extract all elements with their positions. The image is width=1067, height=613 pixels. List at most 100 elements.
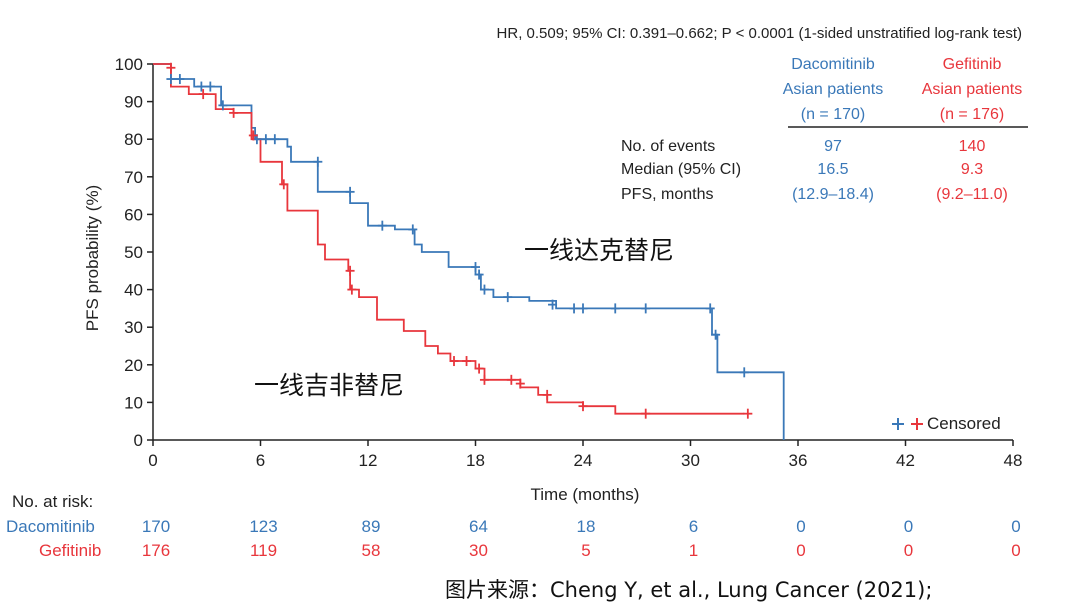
at-risk-dacomitinib-value: 0	[904, 517, 913, 536]
censor-marks	[166, 62, 753, 419]
at-risk-dacomitinib-value: 18	[577, 517, 596, 536]
at-risk-dacomitinib-value: 123	[249, 517, 277, 536]
at-risk-gefitinib-value: 5	[581, 541, 590, 560]
censor-mark-dacomitinib	[205, 81, 215, 92]
at-risk-gefitinib-value: 30	[469, 541, 488, 560]
censor-mark-gefitinib	[279, 179, 289, 190]
censor-mark-gefitinib	[641, 408, 651, 419]
censor-mark-gefitinib	[479, 374, 489, 385]
censor-mark-gefitinib	[198, 89, 208, 100]
dac-name: Dacomitinib	[791, 56, 875, 73]
gef-group: Asian patients	[922, 81, 1023, 98]
dac-n: (n = 170)	[801, 106, 865, 123]
y-tick-label: 0	[134, 431, 143, 450]
summary-table: Dacomitinib Asian patients (n = 170) Gef…	[621, 56, 1028, 203]
row-pfs-label: PFS, months	[621, 186, 713, 203]
at-risk-dacomitinib-value: 6	[689, 517, 698, 536]
hazard-ratio-text: HR, 0.509; 95% CI: 0.391–0.662; P < 0.00…	[497, 25, 1022, 42]
row-events-label: No. of events	[621, 138, 715, 155]
at-risk-gefitinib-value: 0	[904, 541, 913, 560]
censor-mark-dacomitinib	[569, 303, 579, 314]
gef-events: 140	[959, 138, 986, 155]
censor-mark-gefitinib	[166, 62, 176, 73]
y-tick-label: 60	[124, 205, 143, 224]
censor-mark-gefitinib	[542, 389, 552, 400]
gef-median: 9.3	[961, 161, 983, 178]
dac-events: 97	[824, 138, 842, 155]
at-risk-gefitinib-value: 0	[796, 541, 805, 560]
dac-median: 16.5	[817, 161, 848, 178]
censor-mark-dacomitinib	[578, 303, 588, 314]
gef-name: Gefitinib	[943, 56, 1002, 73]
censor-mark-gefitinib	[229, 107, 239, 118]
y-tick-label: 40	[124, 281, 143, 300]
censor-mark-dacomitinib	[610, 303, 620, 314]
dac-group: Asian patients	[783, 81, 884, 98]
x-axis-label: Time (months)	[531, 485, 640, 504]
at-risk-dacomitinib-value: 89	[362, 517, 381, 536]
censored-legend: Censored	[892, 414, 1001, 433]
censor-mark-dacomitinib	[345, 186, 355, 197]
x-tick-label: 18	[466, 451, 485, 470]
censor-mark-gefitinib	[347, 284, 357, 295]
censor-mark-gefitinib	[345, 265, 355, 276]
axes: 0 6 12 18 24 30 36 42 48 0 10 20 30 40 50 60 70 80 90 100	[115, 55, 1023, 470]
at-risk-gefitinib-value: 58	[362, 541, 381, 560]
curve-gefitinib	[153, 63, 745, 415]
y-tick-label: 80	[124, 130, 143, 149]
at-risk-dacomitinib-value: 0	[796, 517, 805, 536]
at-risk-gefitinib-value: 0	[1011, 541, 1020, 560]
annotation-gefitinib: 一线吉非替尼	[254, 371, 404, 400]
x-tick-label: 0	[148, 451, 157, 470]
censor-mark-dacomitinib	[479, 284, 489, 295]
censor-mark-dacomitinib	[711, 329, 721, 340]
at-risk-table: No. at risk: Dacomitinib Gefitinib 170 12…	[6, 492, 1021, 560]
x-tick-label: 6	[256, 451, 265, 470]
x-tick-label: 12	[359, 451, 378, 470]
at-risk-title: No. at risk:	[12, 492, 93, 511]
at-risk-gef-name: Gefitinib	[39, 541, 101, 560]
censor-mark-dacomitinib	[471, 262, 480, 273]
at-risk-dac-name: Dacomitinib	[6, 517, 95, 536]
censor-mark-dacomitinib	[166, 74, 176, 85]
dac-ci: (12.9–18.4)	[792, 186, 874, 203]
censor-mark-dacomitinib	[548, 299, 558, 310]
x-tick-label: 30	[681, 451, 700, 470]
gef-ci: (9.2–11.0)	[936, 186, 1008, 203]
curve-dacomitinib	[153, 63, 785, 440]
censor-mark-gefitinib	[449, 356, 459, 367]
at-risk-gefitinib-value: 176	[142, 541, 170, 560]
annotation-dacomitinib: 一线达克替尼	[524, 236, 674, 265]
censor-mark-gefitinib	[743, 408, 753, 419]
at-risk-dacomitinib-value: 0	[1011, 517, 1020, 536]
censor-mark-dacomitinib	[175, 74, 185, 85]
censor-mark-dacomitinib	[705, 303, 715, 314]
censor-mark-gefitinib	[578, 401, 588, 412]
y-tick-label: 10	[124, 393, 143, 412]
censor-mark-gefitinib	[515, 378, 525, 389]
at-risk-gefitinib-value: 119	[250, 541, 277, 560]
gef-n: (n = 176)	[940, 106, 1004, 123]
y-tick-label: 70	[124, 168, 143, 187]
censor-mark-gefitinib	[462, 356, 472, 367]
censor-mark-dacomitinib	[739, 367, 749, 378]
censor-mark-dacomitinib	[408, 224, 418, 235]
y-tick-label: 50	[124, 243, 143, 262]
y-tick-label: 20	[124, 356, 143, 375]
censor-mark-dacomitinib	[196, 81, 206, 92]
y-tick-label: 30	[124, 318, 143, 337]
censor-mark-gefitinib	[506, 374, 516, 385]
x-tick-label: 42	[896, 451, 915, 470]
censor-mark-gefitinib	[474, 363, 484, 374]
censor-mark-dacomitinib	[218, 100, 228, 111]
at-risk-gefitinib-value: 1	[689, 541, 698, 560]
y-axis-label: PFS probability (%)	[83, 185, 102, 331]
y-tick-label: 90	[124, 93, 143, 112]
censor-mark-dacomitinib	[641, 303, 651, 314]
censor-mark-gefitinib	[248, 130, 258, 141]
censor-mark-dacomitinib	[503, 292, 513, 303]
censor-mark-dacomitinib	[474, 269, 484, 280]
censor-mark-dacomitinib	[261, 134, 271, 145]
censor-mark-dacomitinib	[313, 156, 323, 167]
